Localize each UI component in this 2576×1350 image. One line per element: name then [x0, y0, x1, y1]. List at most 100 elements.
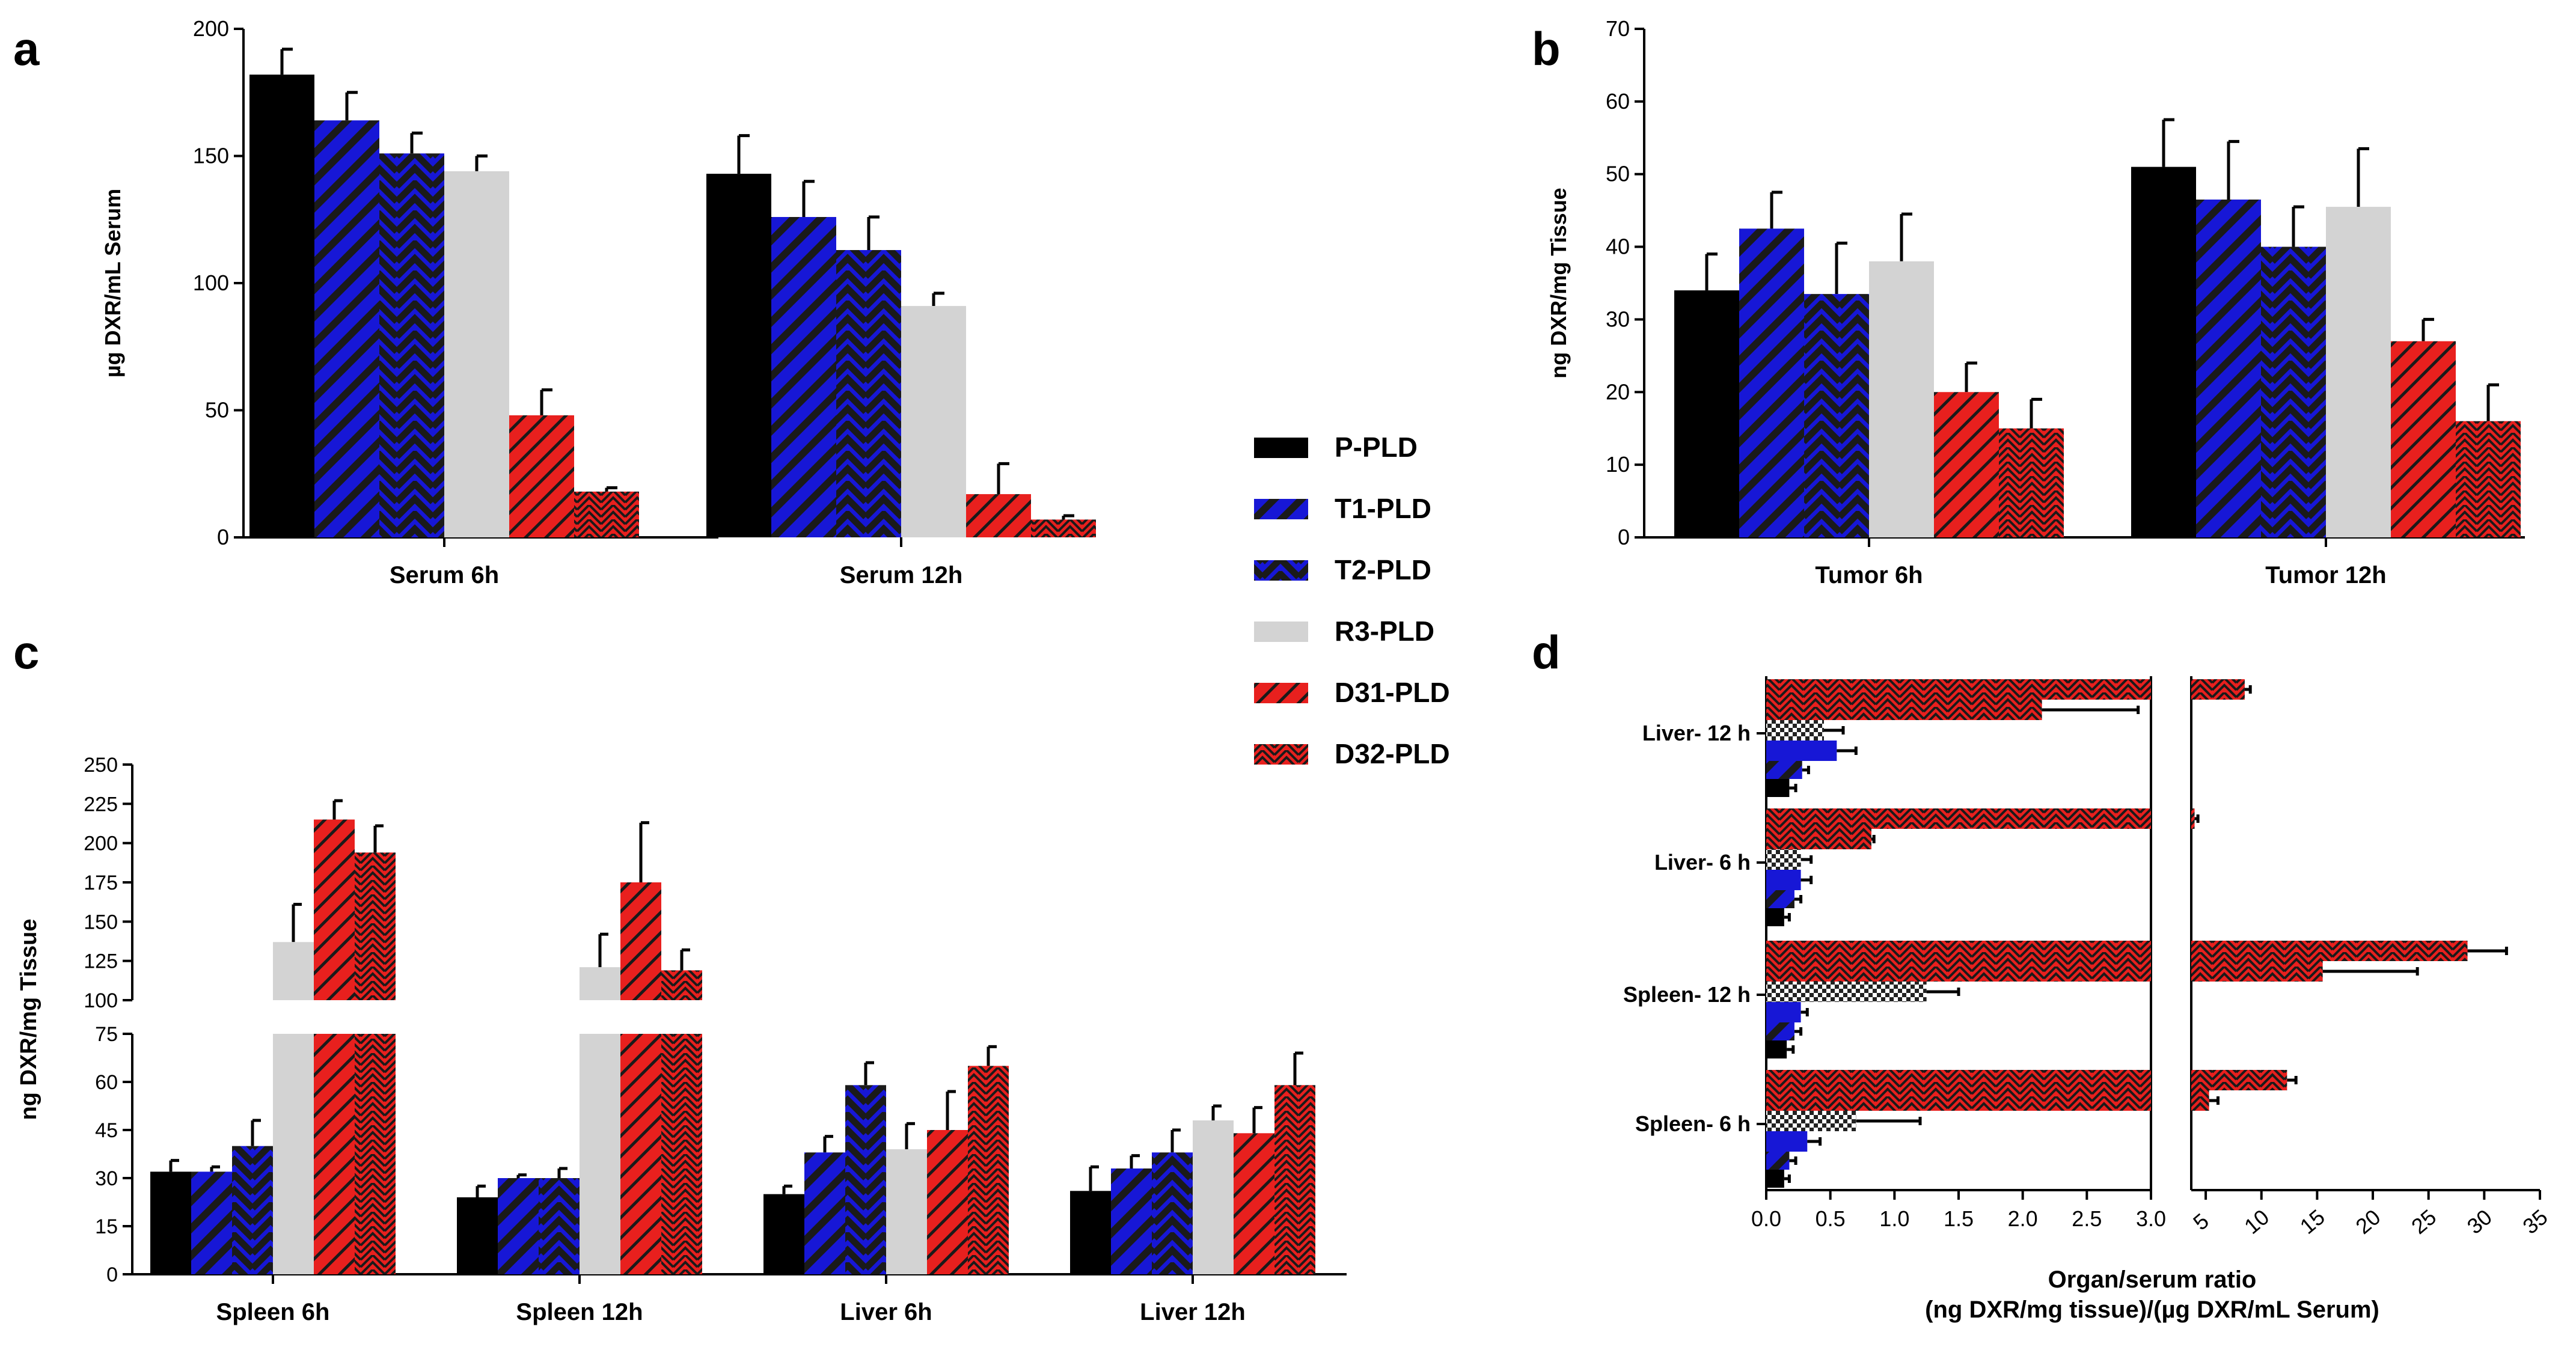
- bar-t1-pld-serum-6h: [314, 120, 379, 537]
- y-tick-label: 175: [84, 872, 118, 894]
- y-axis-label: ng DXR/mg Tissue: [1546, 188, 1571, 378]
- x-tick-label: 25: [2406, 1205, 2441, 1239]
- bar-d32-pld-liver-12-h-left: [1766, 679, 2151, 700]
- legend-label-r3-pld: R3-PLD: [1335, 615, 1434, 647]
- bar-t2-pld-liver-12-h: [1766, 741, 1837, 761]
- bar-p-pld-tumor-6h: [1674, 290, 1739, 537]
- bar-p-pld-spleen-12-h: [1766, 1040, 1787, 1058]
- bar-r3-pld-serum-6h: [444, 171, 509, 537]
- y-tick-label: 50: [1606, 162, 1630, 186]
- bar-d31-pld-spleen-6h-upper: [314, 819, 355, 1000]
- legend-swatch-d32-pld: [1254, 744, 1308, 765]
- x-tick-label: 1.5: [1944, 1206, 1974, 1231]
- y-tick-label: 225: [84, 793, 118, 816]
- x-axis-label-units: (ng DXR/mg tissue)/(µg DXR/mL Serum): [1925, 1297, 2379, 1323]
- bar-p-pld-liver-6-h: [1766, 908, 1784, 926]
- legend-label-d32-pld: D32-PLD: [1335, 738, 1450, 769]
- bar-d32-pld-spleen-12h-upper: [661, 970, 702, 1000]
- chart-panel-d: 0.0 0.5 1.0 1.5 2.0 2.5 3.0 5 10 15 20 25 30 35 Organ/…: [1623, 676, 2552, 1323]
- bar-d31-pld-liver-6-h: [1766, 829, 1871, 849]
- x-tick-label: 5: [2188, 1208, 2213, 1235]
- bar-t1-pld-tumor-12h: [2196, 200, 2261, 537]
- bar-d31-pld-spleen-12-h-left: [1766, 961, 2151, 982]
- x-tick-label: 2.5: [2072, 1206, 2102, 1231]
- bar-d31-pld-serum-6h: [509, 415, 574, 537]
- y-tick-label: 20: [1606, 379, 1630, 404]
- x-tick-label: Serum 12h: [840, 562, 963, 588]
- y-tick-label: 45: [95, 1119, 118, 1142]
- bar-d32-pld-spleen-12-h-left: [1766, 941, 2151, 961]
- y-tick-label: 0: [217, 525, 229, 549]
- bar-d32-pld-spleen-12-h-right: [2191, 941, 2468, 961]
- legend-swatch-p-pld: [1254, 438, 1308, 458]
- bar-r3-pld-liver-12h: [1193, 1120, 1234, 1274]
- bar-t2-pld-serum-12h: [836, 250, 901, 537]
- bar-p-pld-spleen-6-h: [1766, 1170, 1784, 1188]
- x-tick-label: 35: [2518, 1205, 2552, 1239]
- x-tick-label: 2.0: [2008, 1206, 2038, 1231]
- bar-d32-pld-liver-12-h-right: [2191, 679, 2245, 700]
- y-tick-label: 30: [95, 1167, 118, 1190]
- bar-d32-pld-tumor-12h: [2456, 421, 2521, 537]
- x-tick-label: 0.5: [1816, 1206, 1846, 1231]
- bar-r3-pld-spleen-6h-upper: [273, 942, 314, 1000]
- y-tick-label: 125: [84, 950, 118, 973]
- y-tick-label: 70: [1606, 16, 1630, 41]
- bar-d31-pld-liver-12-h: [1766, 700, 2042, 720]
- legend-label-p-pld: P-PLD: [1335, 432, 1418, 463]
- y-tick-label: Spleen- 6 h: [1635, 1111, 1751, 1136]
- bar-t2-pld-liver-12h: [1152, 1152, 1193, 1274]
- bar-t2-pld-tumor-6h: [1804, 294, 1869, 537]
- bar-r3-pld-spleen-12h-lower: [580, 1034, 620, 1274]
- x-tick-label: Liver 12h: [1140, 1299, 1246, 1325]
- bar-p-pld-spleen-6h: [150, 1171, 191, 1274]
- x-tick-label: 0.0: [1751, 1206, 1781, 1231]
- y-tick-label: 200: [193, 16, 229, 41]
- bar-p-pld-serum-6h: [249, 75, 314, 537]
- bar-r3-pld-spleen-6h-lower: [273, 1034, 314, 1274]
- bar-r3-pld-spleen-12-h: [1766, 982, 1927, 1002]
- bar-r3-pld-spleen-12h-upper: [580, 967, 620, 1000]
- legend-swatch-t1-pld: [1254, 499, 1308, 519]
- bar-p-pld-spleen-12h: [457, 1197, 498, 1274]
- bar-d32-pld-liver-6-h-right: [2191, 808, 2195, 829]
- bar-p-pld-liver-12-h: [1766, 779, 1790, 797]
- bar-t1-pld-tumor-6h: [1739, 228, 1804, 537]
- x-tick-label: Spleen 12h: [516, 1299, 643, 1325]
- bar-r3-pld-liver-6h: [886, 1149, 927, 1274]
- bar-t1-pld-liver-6-h: [1766, 890, 1794, 908]
- y-tick-label: 40: [1606, 234, 1630, 259]
- panel-label-c: c: [13, 626, 39, 679]
- x-tick-label: Spleen 6h: [216, 1299, 330, 1325]
- bar-t1-pld-spleen-6-h: [1766, 1152, 1790, 1170]
- chart-panel-a: 0 50 100 150 200 µg DXR/mL Serum Serum 6h Serum…: [100, 16, 1096, 588]
- bar-d32-pld-spleen-6-h-left: [1766, 1070, 2151, 1090]
- bar-r3-pld-tumor-12h: [2326, 207, 2391, 538]
- bar-t2-pld-spleen-12-h: [1766, 1002, 1801, 1022]
- y-tick-label: 0: [1618, 525, 1630, 549]
- y-axis-label: ng DXR/mg Tissue: [16, 918, 41, 1120]
- y-tick-label: Spleen- 12 h: [1623, 982, 1751, 1007]
- bar-t2-pld-spleen-6h: [232, 1146, 273, 1274]
- bar-d31-pld-liver-6h: [927, 1130, 968, 1274]
- bar-r3-pld-liver-6-h: [1766, 849, 1801, 870]
- y-tick-label: 0: [106, 1263, 118, 1286]
- x-tick-label: 10: [2239, 1205, 2274, 1239]
- bar-t2-pld-tumor-12h: [2261, 246, 2326, 537]
- bar-d31-pld-spleen-12h-upper: [620, 882, 661, 1000]
- bar-t2-pld-serum-6h: [379, 153, 444, 537]
- y-tick-label: 50: [205, 398, 229, 423]
- x-tick-label: Tumor 6h: [1815, 562, 1923, 588]
- bar-d31-pld-spleen-12-h-right: [2191, 961, 2323, 982]
- bar-d32-pld-serum-6h: [574, 491, 639, 537]
- y-tick-label: 75: [95, 1023, 118, 1046]
- y-tick-label: 150: [193, 144, 229, 168]
- bar-r3-pld-spleen-6-h: [1766, 1111, 1856, 1131]
- bar-p-pld-liver-12h: [1070, 1191, 1111, 1274]
- bar-t2-pld-liver-6h: [845, 1085, 886, 1274]
- bar-d32-pld-tumor-6h: [1999, 428, 2064, 537]
- bar-d31-pld-tumor-6h: [1934, 392, 1999, 537]
- bar-t1-pld-spleen-12h: [498, 1178, 539, 1274]
- y-tick-label: Liver- 6 h: [1654, 850, 1751, 875]
